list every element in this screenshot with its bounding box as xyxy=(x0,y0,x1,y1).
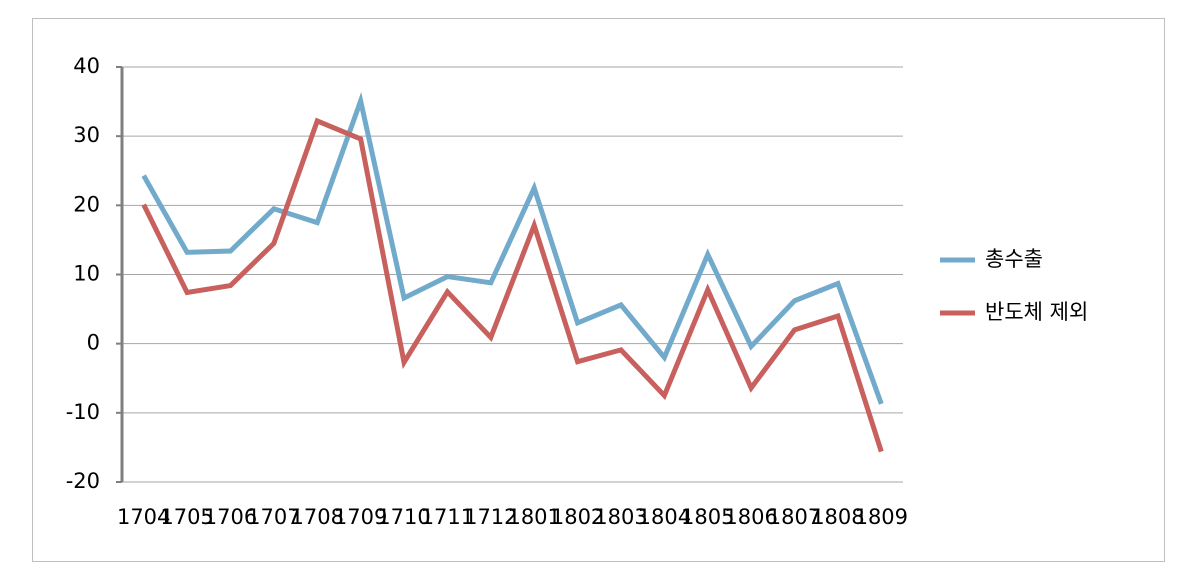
x-tick-label: 1704 xyxy=(117,505,170,529)
x-tick-label: 1801 xyxy=(507,505,560,529)
series-line xyxy=(141,117,884,453)
y-tick-label: -20 xyxy=(66,469,100,493)
x-tick-label: 1707 xyxy=(247,505,300,529)
legend-label: 총수출 xyxy=(985,247,1043,271)
x-tick-label: 1708 xyxy=(291,505,344,529)
y-tick-label: 10 xyxy=(73,262,100,286)
x-tick-label: 1709 xyxy=(334,505,387,529)
y-tick-label: 40 xyxy=(73,54,100,78)
legend-label: 반도체 제외 xyxy=(985,300,1088,324)
x-tick-label: 1711 xyxy=(421,505,474,529)
x-tick-label: 1804 xyxy=(638,505,691,529)
x-tick-label: 1806 xyxy=(724,505,777,529)
x-tick-label: 1809 xyxy=(855,505,908,529)
x-tick-label: 1712 xyxy=(464,505,517,529)
x-tick-label: 1805 xyxy=(681,505,734,529)
y-tick-label: 0 xyxy=(87,331,100,355)
x-tick-label: 1802 xyxy=(551,505,604,529)
x-tick-label: 1706 xyxy=(204,505,257,529)
y-tick-label: 30 xyxy=(73,123,100,147)
x-tick-label: 1803 xyxy=(594,505,647,529)
x-tick-label: 1808 xyxy=(811,505,864,529)
y-tick-label: 20 xyxy=(73,192,100,216)
x-tick-label: 1705 xyxy=(160,505,213,529)
series-line xyxy=(141,91,884,405)
y-tick-label: -10 xyxy=(66,400,100,424)
x-tick-label: 1807 xyxy=(768,505,821,529)
chart-border xyxy=(32,18,1165,562)
x-tick-label: 1710 xyxy=(377,505,430,529)
